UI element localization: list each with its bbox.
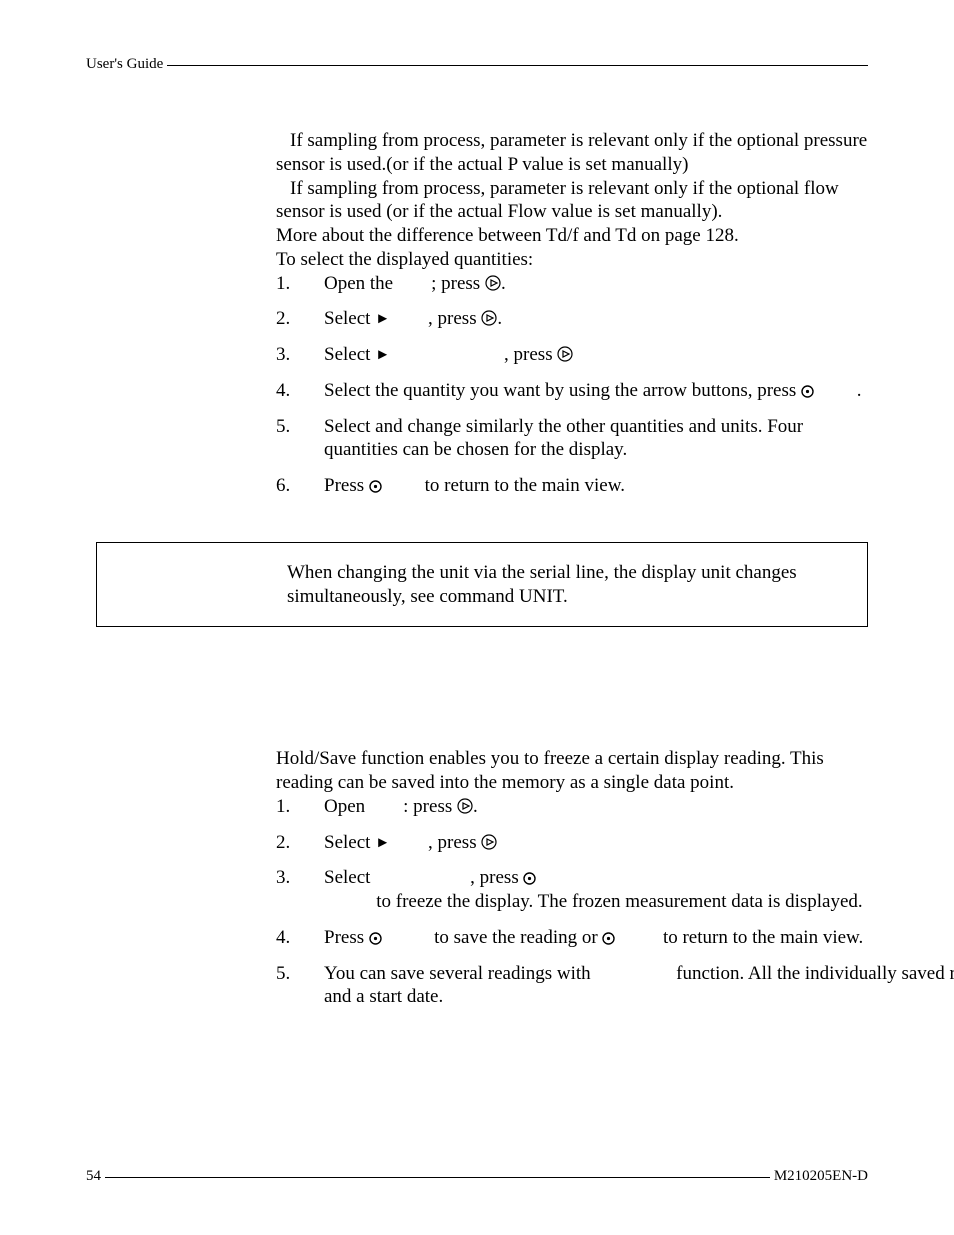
step-item: You can save several readings with funct…	[276, 962, 868, 1010]
page: User's Guide If sampling from process, p…	[0, 0, 954, 1235]
right-arrow-icon: ►	[375, 347, 390, 363]
step-text: .	[814, 380, 862, 401]
paragraph: More about the difference between Td/f a…	[276, 224, 868, 248]
step-text: to freeze the display. The frozen measur…	[324, 891, 863, 912]
step-item: Select , press to freeze the display. Th…	[276, 866, 868, 914]
section-spacer	[86, 627, 868, 747]
step-item: Select the quantity you want by using th…	[276, 379, 868, 403]
step-text: Select and change similarly the other qu…	[324, 415, 868, 463]
paragraph: To select the displayed quantities:	[276, 248, 868, 272]
select-press-icon	[523, 872, 536, 885]
step-text: Select	[324, 308, 375, 329]
step-text: Open the ; press	[324, 273, 485, 294]
step-item: Select ► , press	[276, 831, 868, 855]
running-footer: 54 M210205EN-D	[86, 1168, 868, 1185]
step-item: Select and change similarly the other qu…	[276, 415, 868, 463]
step-text: Press	[324, 927, 369, 948]
open-press-icon	[457, 798, 473, 814]
right-arrow-icon: ►	[375, 835, 390, 851]
right-arrow-icon: ►	[375, 311, 390, 327]
step-text: You can save several readings with funct…	[324, 963, 954, 984]
step-text: to return to the main view.	[382, 475, 625, 496]
open-press-icon	[481, 310, 497, 326]
ordered-steps: Open the ; press . Select ► , press . Se…	[276, 272, 868, 498]
step-text: and a start date.	[324, 986, 443, 1007]
header-rule	[167, 65, 868, 66]
open-press-icon	[481, 834, 497, 850]
step-item: Press to return to the main view.	[276, 474, 868, 498]
select-press-icon	[369, 480, 382, 493]
step-text: .	[501, 273, 506, 294]
running-header: User's Guide	[86, 56, 868, 73]
paragraph: If sampling from process, parameter is r…	[276, 129, 868, 177]
step-text: Select , press	[324, 867, 523, 888]
step-text: to return to the main view.	[615, 927, 863, 948]
document-id: M210205EN-D	[770, 1168, 868, 1185]
header-label: User's Guide	[86, 56, 167, 73]
paragraph: Hold/Save function enables you to freeze…	[276, 747, 868, 795]
page-number: 54	[86, 1168, 105, 1185]
step-text: .	[497, 308, 502, 329]
select-press-icon	[602, 932, 615, 945]
step-item: Select ► , press	[276, 343, 868, 367]
note-box: When changing the unit via the serial li…	[96, 542, 868, 628]
open-press-icon	[485, 275, 501, 291]
step-text: , press	[390, 344, 557, 365]
select-press-icon	[369, 932, 382, 945]
step-text: .	[473, 796, 478, 817]
body-content: If sampling from process, parameter is r…	[276, 129, 868, 498]
step-text: , press	[390, 308, 481, 329]
step-item: Press to save the reading or to return t…	[276, 926, 868, 950]
ordered-steps: Open : press . Select ► , press Select ,…	[276, 795, 868, 1009]
open-press-icon	[557, 346, 573, 362]
note-text: When changing the unit via the serial li…	[287, 562, 797, 607]
step-text: to save the reading or	[382, 927, 603, 948]
step-text: Select	[324, 344, 375, 365]
step-item: Select ► , press .	[276, 307, 868, 331]
step-item: Open : press .	[276, 795, 868, 819]
step-text: Select	[324, 832, 375, 853]
step-text: , press	[390, 832, 481, 853]
step-item: Open the ; press .	[276, 272, 868, 296]
select-press-icon	[801, 385, 814, 398]
step-text: Press	[324, 475, 369, 496]
step-text: Select the quantity you want by using th…	[324, 380, 801, 401]
step-text: Open : press	[324, 796, 457, 817]
footer-rule	[105, 1177, 770, 1178]
body-content: Hold/Save function enables you to freeze…	[276, 747, 868, 1009]
paragraph: If sampling from process, parameter is r…	[276, 177, 868, 225]
